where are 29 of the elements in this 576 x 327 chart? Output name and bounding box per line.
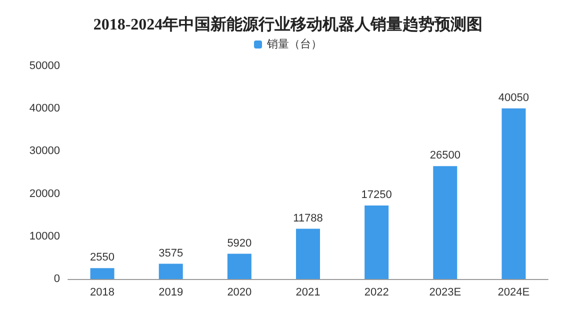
x-tick-label: 2019 [158, 286, 184, 298]
data-label: 3575 [158, 247, 184, 260]
bar [296, 228, 320, 279]
x-tick-label: 2024E [498, 286, 530, 298]
data-label: 17250 [361, 189, 392, 202]
data-label: 40050 [498, 92, 530, 104]
data-label: 11788 [293, 212, 323, 224]
bar [227, 254, 252, 279]
y-tick-label: 0 [54, 273, 60, 285]
x-tick-label: 2021 [296, 286, 320, 298]
data-label: 5920 [227, 237, 252, 250]
legend-label: 销量（台） [266, 38, 322, 50]
bar [364, 206, 389, 279]
chart-title: 2018-2024年中国新能源行业移动机器人销量趋势预测图 [93, 16, 483, 34]
bar [502, 108, 526, 279]
y-tick-label: 40000 [29, 102, 60, 115]
bar [158, 264, 183, 279]
bar [433, 166, 458, 279]
data-label: 26500 [430, 150, 460, 162]
x-tick-label: 2023E [429, 286, 462, 298]
data-label: 2550 [90, 252, 115, 264]
y-tick-label: 10000 [29, 230, 60, 242]
y-tick-label: 30000 [29, 145, 60, 158]
y-tick-label: 20000 [29, 188, 60, 200]
x-tick-label: 2020 [227, 286, 252, 298]
bar [90, 268, 114, 279]
x-tick-label: 2018 [90, 286, 115, 298]
x-tick-label: 2022 [364, 286, 389, 298]
y-tick-label: 50000 [29, 60, 60, 72]
